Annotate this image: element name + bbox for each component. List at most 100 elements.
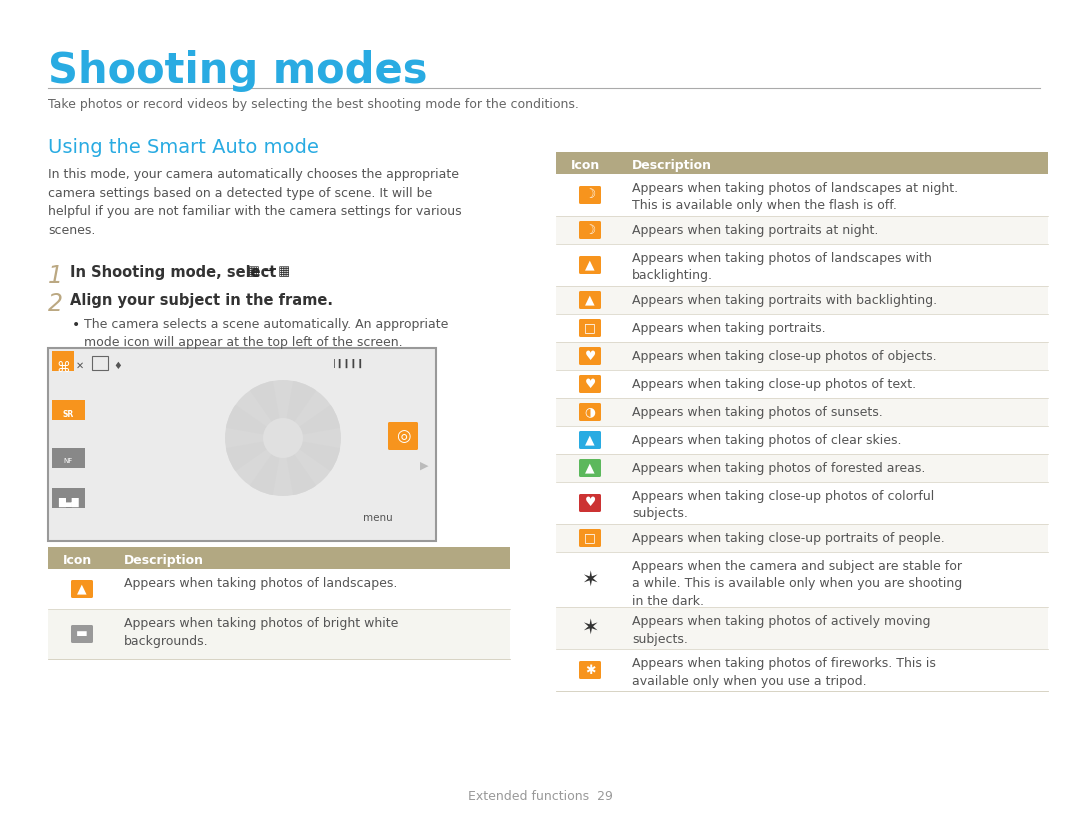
Bar <box>48 547 510 569</box>
Text: ▲: ▲ <box>585 293 595 306</box>
Text: The camera selects a scene automatically. An appropriate
mode icon will appear a: The camera selects a scene automatically… <box>84 318 448 349</box>
FancyBboxPatch shape <box>579 291 600 309</box>
Text: Appears when taking photos of landscapes.: Appears when taking photos of landscapes… <box>124 577 397 590</box>
Text: Appears when taking photos of actively moving
subjects.: Appears when taking photos of actively m… <box>632 615 931 645</box>
Text: Take photos or record videos by selecting the best shooting mode for the conditi: Take photos or record videos by selectin… <box>48 98 579 111</box>
Text: Appears when taking portraits.: Appears when taking portraits. <box>632 322 825 335</box>
Circle shape <box>264 418 303 458</box>
Text: ♥: ♥ <box>584 377 596 390</box>
Text: □: □ <box>584 321 596 334</box>
Bar <box>556 398 1048 426</box>
Bar <box>556 649 1048 691</box>
FancyBboxPatch shape <box>579 375 600 393</box>
Bar <box>556 342 1048 370</box>
Text: □: □ <box>584 531 596 544</box>
FancyBboxPatch shape <box>579 347 600 365</box>
Bar <box>556 482 1048 524</box>
Text: Appears when taking photos of fireworks. This is
available only when you use a t: Appears when taking photos of fireworks.… <box>632 657 936 688</box>
Text: Description: Description <box>124 554 204 567</box>
Text: ▦ → ▦: ▦ → ▦ <box>248 265 291 278</box>
FancyBboxPatch shape <box>579 221 600 239</box>
Wedge shape <box>283 438 340 496</box>
Text: ◑: ◑ <box>584 406 595 418</box>
Text: Description: Description <box>632 159 712 172</box>
Text: ▲: ▲ <box>585 461 595 474</box>
Text: Appears when taking close-up photos of text.: Appears when taking close-up photos of t… <box>632 378 916 391</box>
Bar <box>556 244 1048 286</box>
Text: In this mode, your camera automatically chooses the appropriate
camera settings : In this mode, your camera automatically … <box>48 168 461 236</box>
Text: NF: NF <box>64 458 72 464</box>
Bar <box>48 348 436 541</box>
Text: ✶: ✶ <box>581 570 598 589</box>
Text: Appears when taking portraits at night.: Appears when taking portraits at night. <box>632 224 878 237</box>
Wedge shape <box>226 438 283 496</box>
FancyBboxPatch shape <box>71 625 93 643</box>
Bar <box>48 569 510 609</box>
Text: ▲: ▲ <box>585 434 595 447</box>
FancyBboxPatch shape <box>579 494 600 512</box>
Text: ♥: ♥ <box>584 496 596 509</box>
FancyBboxPatch shape <box>579 403 600 421</box>
FancyBboxPatch shape <box>579 256 600 274</box>
Bar <box>556 174 1048 216</box>
Text: █▄█: █▄█ <box>57 498 79 507</box>
Text: Appears when taking close-up portraits of people.: Appears when taking close-up portraits o… <box>632 532 945 545</box>
Text: ▲: ▲ <box>77 583 86 596</box>
Wedge shape <box>283 405 341 471</box>
Wedge shape <box>249 380 316 438</box>
Text: Shooting modes: Shooting modes <box>48 50 428 92</box>
Text: ♥: ♥ <box>584 350 596 363</box>
Bar <box>556 552 1048 607</box>
Bar <box>556 286 1048 314</box>
Text: Appears when taking close-up photos of colorful
subjects.: Appears when taking close-up photos of c… <box>632 490 934 521</box>
Text: Icon: Icon <box>571 159 600 172</box>
Bar <box>92 356 108 370</box>
Bar <box>556 426 1048 454</box>
Bar <box>556 314 1048 342</box>
Text: In Shooting mode, select: In Shooting mode, select <box>70 265 276 280</box>
Text: Using the Smart Auto mode: Using the Smart Auto mode <box>48 138 319 157</box>
Text: ☽: ☽ <box>584 223 596 236</box>
Text: ✕: ✕ <box>76 361 84 371</box>
Wedge shape <box>249 438 316 496</box>
Text: Appears when taking close-up photos of objects.: Appears when taking close-up photos of o… <box>632 350 936 363</box>
FancyBboxPatch shape <box>579 431 600 449</box>
Bar <box>52 448 85 468</box>
Bar <box>556 152 1048 174</box>
FancyBboxPatch shape <box>579 186 600 204</box>
Text: Appears when the camera and subject are stable for
a while. This is available on: Appears when the camera and subject are … <box>632 560 962 608</box>
Text: Appears when taking photos of landscapes at night.
This is available only when t: Appears when taking photos of landscapes… <box>632 182 958 213</box>
Wedge shape <box>225 405 283 471</box>
Text: Appears when taking photos of landscapes with
backlighting.: Appears when taking photos of landscapes… <box>632 252 932 283</box>
Wedge shape <box>283 381 340 438</box>
Text: menu: menu <box>363 513 393 523</box>
FancyBboxPatch shape <box>579 661 600 679</box>
FancyBboxPatch shape <box>579 319 600 337</box>
Bar <box>556 607 1048 649</box>
Text: ⌘: ⌘ <box>56 361 70 375</box>
FancyBboxPatch shape <box>388 422 418 450</box>
Bar <box>52 488 85 508</box>
Text: Align your subject in the frame.: Align your subject in the frame. <box>70 293 333 308</box>
Bar <box>52 400 85 420</box>
Text: ◎: ◎ <box>395 427 410 445</box>
Text: •: • <box>72 318 80 332</box>
Text: Appears when taking photos of sunsets.: Appears when taking photos of sunsets. <box>632 406 882 419</box>
Text: ☽: ☽ <box>584 188 596 201</box>
Text: ♦: ♦ <box>113 361 122 371</box>
Text: ▲: ▲ <box>585 258 595 271</box>
Wedge shape <box>226 381 283 438</box>
Bar <box>556 524 1048 552</box>
Bar <box>52 351 75 371</box>
Text: Appears when taking photos of forested areas.: Appears when taking photos of forested a… <box>632 462 926 475</box>
FancyBboxPatch shape <box>579 529 600 547</box>
Text: ✶: ✶ <box>581 618 598 638</box>
Text: Icon: Icon <box>63 554 92 567</box>
Text: ▬: ▬ <box>76 628 87 641</box>
Text: 1: 1 <box>48 264 63 288</box>
Text: SR: SR <box>63 410 73 419</box>
Bar <box>556 454 1048 482</box>
Text: Appears when taking photos of clear skies.: Appears when taking photos of clear skie… <box>632 434 902 447</box>
Bar <box>556 370 1048 398</box>
Text: Extended functions  29: Extended functions 29 <box>468 790 612 803</box>
